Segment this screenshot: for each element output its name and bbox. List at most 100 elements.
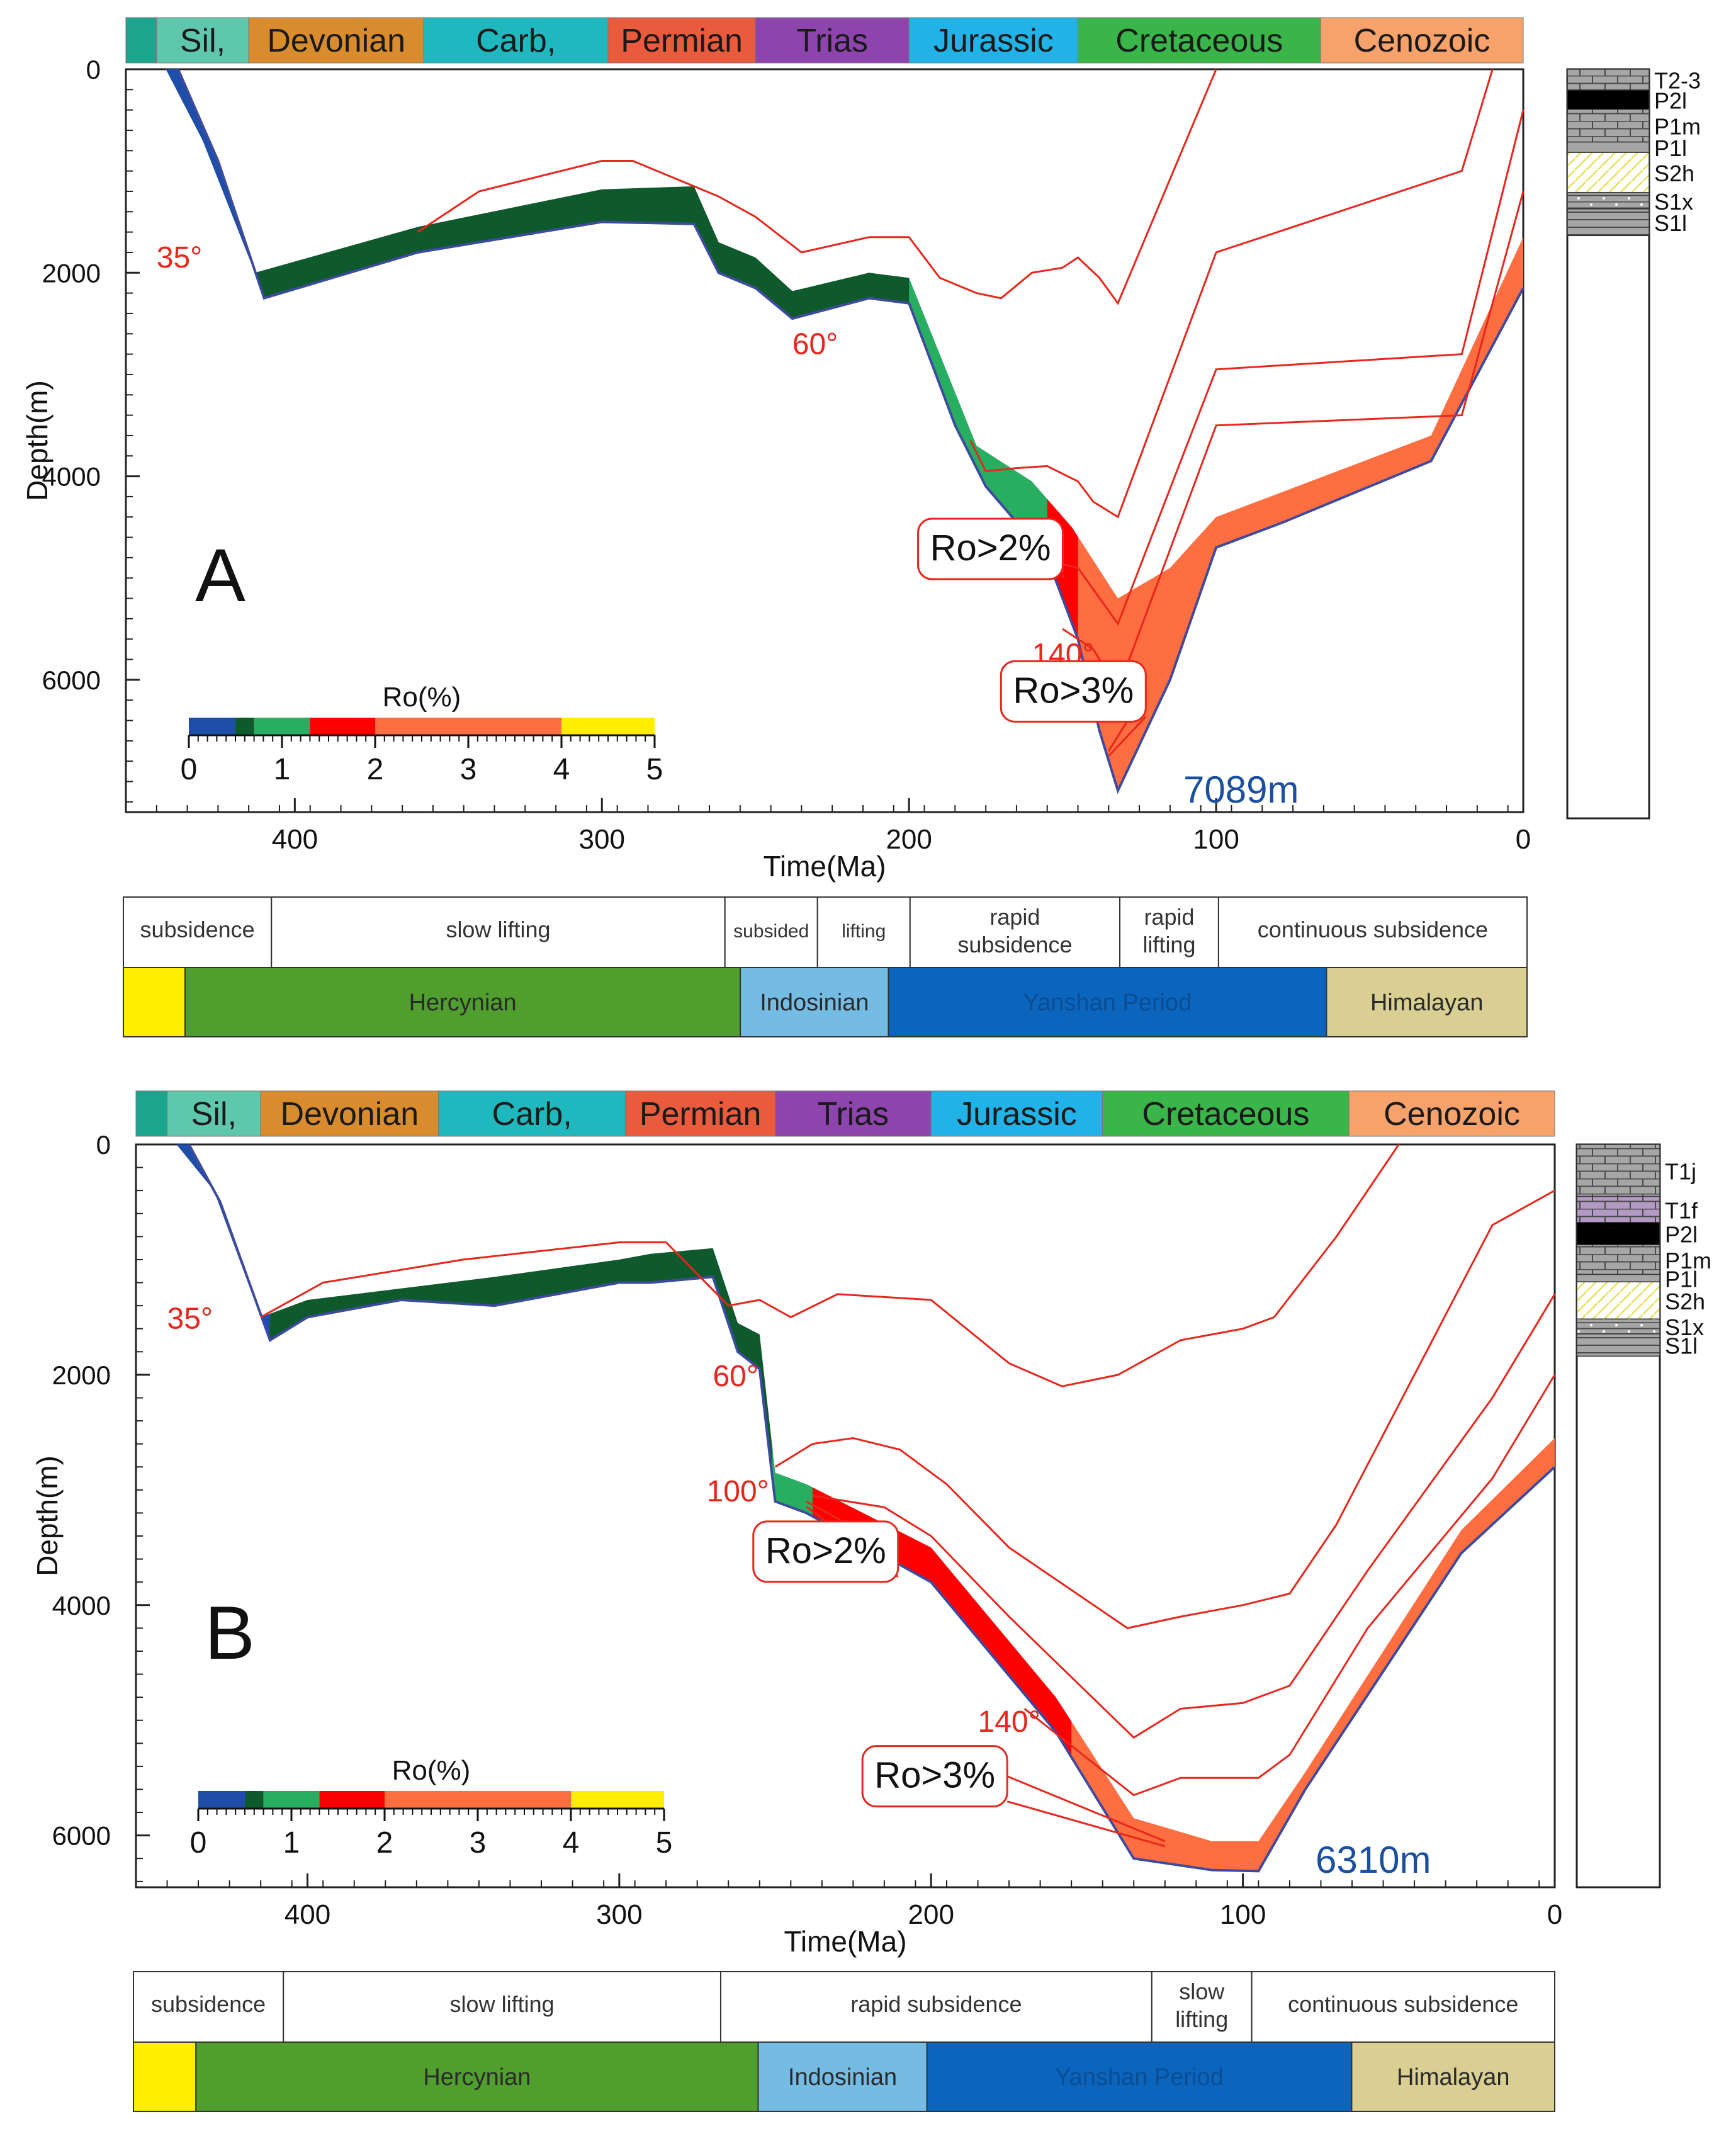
period-carb (423, 17, 609, 64)
ro-legend-swatch (189, 718, 235, 735)
period-label: Trias (796, 23, 868, 59)
period-carb (438, 1090, 626, 1137)
ro-legend-swatch (198, 1791, 245, 1809)
isotherm-line-100 (812, 1294, 1556, 1739)
panel-b: Sil, Devonian Carb, Permian Trias Jurassic Cre… (31, 1090, 1711, 2112)
strat-layer-s1l (1576, 1333, 1660, 1357)
strat-layer-s1x (1576, 1318, 1660, 1335)
tectonic-label: Yanshan Period (1023, 990, 1192, 1016)
period-label: Permian (640, 1096, 762, 1132)
x-tick-label: 200 (908, 1899, 954, 1930)
period-devonian (260, 1090, 439, 1137)
phase-cell (1251, 1971, 1555, 2043)
x-axis-label: Time(Ma) (763, 850, 886, 883)
x-axis-label: Time(Ma) (784, 1925, 906, 1958)
ro-legend-swatch (319, 1791, 385, 1809)
callout-box (917, 517, 1064, 580)
period-label: Carb, (476, 23, 556, 59)
tectonic-label: Hercynian (423, 2064, 531, 2091)
y-tick-label: 2000 (42, 258, 101, 288)
strat-layer-t23 (1567, 69, 1650, 91)
period-cenozoic (1320, 17, 1524, 64)
period-ord (135, 1090, 168, 1137)
panel-label: A (195, 533, 245, 618)
y-tick-label: 0 (96, 1130, 111, 1160)
strat-layer-s2h (1576, 1281, 1660, 1320)
ro-legend-swatch (245, 1791, 264, 1809)
tectonic-cell (740, 967, 889, 1037)
ro-legend-tick-label: 2 (376, 1826, 393, 1860)
tectonic-cell (1351, 2041, 1555, 2112)
period-label: Permian (621, 23, 743, 59)
x-tick-label: 400 (285, 1899, 330, 1930)
strat-layer-p1m (1567, 108, 1650, 143)
phase-label: slow lifting (450, 1991, 555, 2017)
ro-legend: 0 1 2 3 4 5 Ro(%) (181, 682, 663, 786)
phase-cell (1217, 896, 1528, 968)
isotherm-line-140 (1023, 1374, 1556, 1797)
ro-legend: 0 1 2 3 4 5 Ro(%) (190, 1755, 673, 1860)
tectonic-cell (195, 2041, 759, 2112)
period-label: Devonian (267, 23, 405, 59)
tectonic-label: Indosinian (788, 2064, 897, 2091)
isotherm-label: 60° (713, 1360, 758, 1393)
strat-layer-s1l (1567, 208, 1650, 237)
period-trias (775, 1090, 932, 1137)
strat-layer-label: P1m (1665, 1248, 1711, 1273)
panel-label: B (205, 1591, 255, 1675)
ro-legend-swatch (561, 718, 655, 735)
phase-label: subsidence (140, 917, 255, 942)
callout-box (752, 1520, 899, 1583)
strat-layer-label: S2h (1665, 1289, 1705, 1314)
period-label: Sil, (191, 1096, 237, 1132)
phase-cell (909, 896, 1121, 968)
ro-legend-tick-label: 3 (470, 1826, 487, 1860)
isotherm-label: 35° (167, 1302, 213, 1336)
isotherm-line-140 (1062, 191, 1525, 692)
phase-cell (724, 896, 818, 968)
isotherm-label: 140° (978, 1705, 1040, 1739)
y-tick-label: 4000 (52, 1591, 111, 1620)
callout-leader (1006, 1800, 1166, 1848)
ro-legend-tick-label: 0 (181, 753, 198, 786)
strat-layer-p1l (1567, 141, 1650, 153)
period-permian (625, 1090, 776, 1137)
tectonic-cell (123, 967, 186, 1037)
period-label: Trias (818, 1096, 889, 1132)
period-label: Jurassic (933, 23, 1054, 59)
ro-legend-tick-label: 0 (190, 1826, 207, 1860)
period-label: Cretaceous (1115, 23, 1283, 59)
y-axis-label: Depth(m) (21, 380, 54, 501)
phase-label: continuous subsidence (1258, 917, 1488, 942)
period-label: Cenozoic (1354, 23, 1491, 59)
phase-label: subsidence (957, 932, 1072, 957)
burial-band (176, 1144, 1555, 1872)
y-tick-label: 4000 (42, 462, 101, 492)
strat-layer-label: P1l (1665, 1266, 1698, 1292)
strat-layer-label: S1x (1654, 189, 1693, 215)
callout-leader (1108, 716, 1147, 757)
period-cretaceous (1102, 1090, 1350, 1137)
period-label: Carb, (492, 1096, 572, 1132)
strat-layer-label: P2l (1665, 1222, 1698, 1248)
phase-label: subsided (733, 921, 809, 942)
ro-legend-tick-label: 2 (367, 753, 384, 786)
x-tick-label: 400 (272, 824, 318, 855)
phase-label: subsidence (151, 1991, 266, 2017)
x-tick-label: 100 (1220, 1899, 1266, 1930)
ro-legend-swatch (571, 1791, 664, 1809)
strat-layer-label: S1l (1654, 210, 1687, 236)
phase-table: subsidence slow lifting rapid subsidence sl… (133, 1971, 1555, 2112)
burial-base-line (177, 69, 1525, 794)
ro-legend-title: Ro(%) (383, 682, 461, 713)
isotherm-label: 60° (792, 328, 838, 361)
y-tick-label: 2000 (52, 1360, 111, 1390)
strat-layer-p2l (1576, 1222, 1660, 1246)
isotherm-line-100 (1031, 110, 1525, 626)
period-jurassic (908, 17, 1079, 64)
phase-table: subsidence slow lifting subsided liftingrap… (123, 896, 1528, 1037)
phase-label: slow lifting (446, 917, 550, 942)
isotherm-line-60 (774, 1189, 1555, 1630)
